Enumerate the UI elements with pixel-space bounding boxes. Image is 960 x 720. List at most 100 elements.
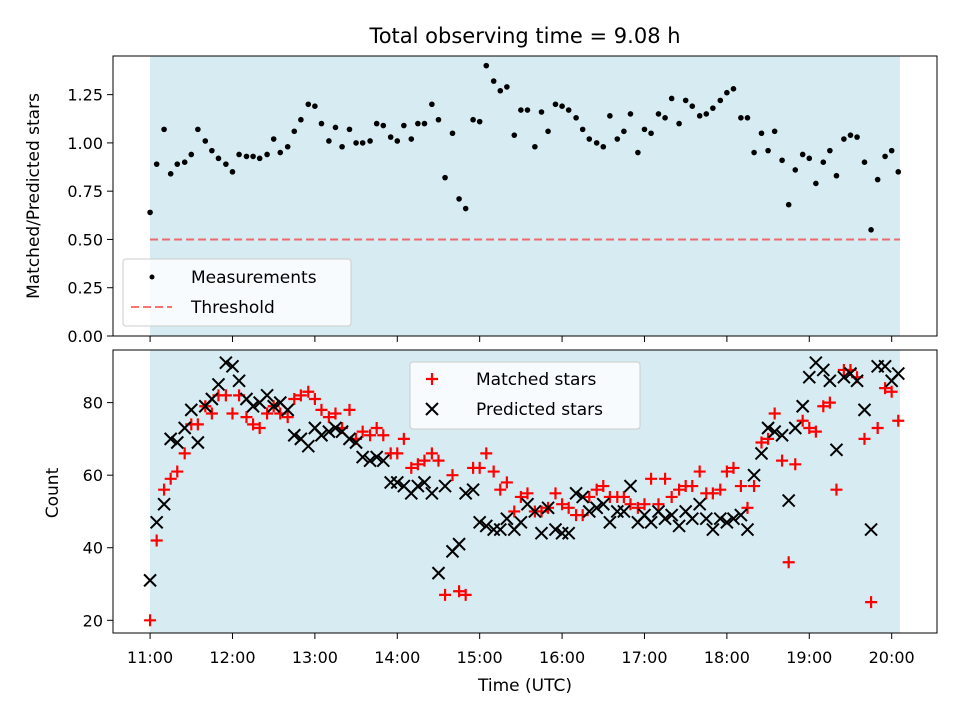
measurement-point — [765, 147, 771, 154]
measurement-point — [614, 136, 621, 142]
matched-star-marker — [768, 407, 781, 420]
measurement-point — [161, 126, 167, 133]
predicted-star-marker — [322, 424, 336, 439]
measurement-point — [758, 130, 765, 137]
matched-star-marker — [294, 389, 307, 402]
measurement-point — [442, 174, 448, 181]
measurement-point — [243, 153, 250, 160]
matched-star-marker — [439, 588, 452, 601]
predicted-star-marker — [692, 497, 707, 511]
predicted-star-marker — [246, 399, 260, 413]
measurement-point — [353, 140, 359, 146]
predicted-star-marker — [816, 363, 830, 377]
matched-star-marker — [748, 480, 761, 493]
predicted-star-marker — [514, 515, 528, 530]
measurement-point — [305, 101, 312, 108]
matched-star-marker — [240, 411, 253, 424]
measurement-point — [318, 120, 325, 127]
x-tick-label: 19:00 — [786, 648, 832, 667]
predicted-star-marker — [149, 515, 164, 530]
measurement-point — [147, 209, 153, 216]
measurement-point — [854, 134, 860, 140]
matched-star-marker — [734, 480, 747, 493]
matched-star-marker — [473, 461, 486, 474]
matched-star-marker — [885, 385, 898, 398]
measurement-point — [497, 87, 504, 94]
predicted-star-marker — [781, 493, 796, 508]
matched-star-marker — [391, 447, 404, 460]
measurement-point — [380, 122, 387, 129]
y-tick-label: 0.50 — [67, 230, 103, 249]
predicted-star-marker — [603, 515, 617, 530]
predicted-star-marker — [191, 435, 205, 450]
matched-star-marker — [487, 465, 500, 478]
matched-star-marker — [494, 483, 507, 496]
measurement-point — [689, 103, 696, 110]
y-tick-label: 0.00 — [67, 327, 103, 346]
predicted-star-marker — [466, 482, 480, 497]
measurement-point — [476, 118, 483, 125]
y-tick-label: 0.75 — [67, 182, 103, 201]
measurement-point — [717, 97, 724, 104]
matched-star-marker — [356, 425, 369, 438]
legend-predicted-marker — [425, 402, 439, 416]
predicted-star-marker — [802, 370, 816, 384]
measurement-point — [470, 116, 476, 123]
predicted-star-marker — [438, 479, 452, 493]
count-legend-box — [409, 361, 641, 430]
legend-matched-marker — [426, 373, 438, 385]
matched-star-marker — [659, 472, 672, 485]
predicted-star-marker — [417, 475, 432, 490]
measurement-point — [882, 153, 888, 160]
ratio-panel-frame — [112, 55, 938, 337]
measurement-point — [167, 170, 174, 177]
measurement-point — [462, 205, 469, 212]
measurement-point — [298, 116, 304, 123]
matched-star-marker — [329, 407, 342, 420]
measurement-point — [518, 107, 524, 113]
measurement-point — [833, 172, 840, 179]
matched-star-marker — [364, 429, 377, 442]
measurement-point — [359, 140, 366, 146]
measurement-point — [326, 138, 332, 144]
measurement-point — [291, 128, 298, 135]
count-y-label: Count — [43, 467, 63, 518]
predicted-star-marker — [664, 508, 679, 522]
matched-star-marker — [865, 596, 878, 609]
measurement-point — [401, 122, 407, 129]
predicted-star-marker — [740, 522, 755, 537]
measurement-point — [312, 103, 318, 110]
matched-star-marker — [370, 422, 383, 435]
measurement-point — [408, 136, 415, 142]
y-tick-label: 1.00 — [67, 134, 103, 153]
measurement-point — [586, 136, 593, 142]
x-tick-label: 20:00 — [869, 648, 915, 667]
matched-star-marker — [432, 454, 445, 467]
predicted-star-marker — [219, 355, 233, 370]
matched-star-marker — [315, 403, 328, 416]
matched-star-marker — [809, 425, 822, 438]
matched-star-marker — [782, 556, 795, 569]
measurement-point — [579, 126, 586, 133]
matched-star-marker — [631, 501, 644, 514]
predicted-star-marker — [561, 526, 576, 540]
measurement-point — [429, 101, 435, 108]
measurement-point — [565, 107, 572, 113]
predicted-star-marker — [596, 497, 610, 511]
measurement-points — [147, 62, 902, 233]
matched-star-marker — [673, 483, 686, 496]
measurement-point — [250, 153, 256, 160]
predicted-star-marker — [699, 512, 713, 526]
predicted-star-marker — [314, 428, 329, 442]
measurement-point — [387, 134, 394, 140]
matched-star-marker — [425, 447, 438, 460]
predicted-star-marker — [205, 392, 219, 406]
chart-title: Total observing time = 9.08 h — [368, 24, 680, 48]
matched-star-marker — [480, 447, 493, 460]
matched-star-marker — [858, 432, 871, 445]
measurement-point — [373, 120, 380, 127]
matched-star-marker — [830, 483, 843, 496]
matched-star-marker — [617, 490, 630, 503]
